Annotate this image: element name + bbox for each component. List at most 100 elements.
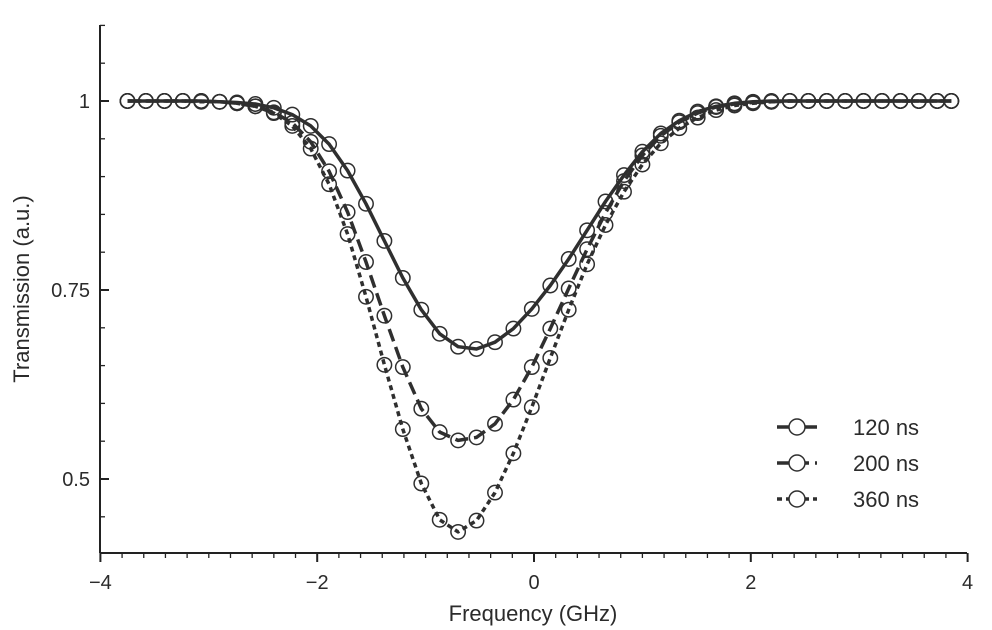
x-axis-label: Frequency (GHz)	[449, 601, 618, 626]
data-point-360-ns	[321, 176, 338, 193]
data-point-120-ns	[616, 167, 632, 184]
data-point-200-ns	[339, 204, 356, 221]
data-point-200-ns	[689, 105, 706, 122]
data-point-200-ns	[634, 147, 651, 164]
data-point-360-ns	[579, 256, 596, 273]
data-point-360-ns	[745, 95, 761, 112]
data-point-120-ns	[634, 143, 651, 160]
data-point-360-ns	[487, 484, 503, 501]
legend-label-200-ns: 200 ns	[853, 451, 919, 476]
data-point-360-ns	[726, 97, 743, 114]
data-point-360-ns	[302, 140, 319, 157]
data-point-120-ns	[358, 195, 374, 212]
data-point-360-ns	[394, 421, 411, 438]
legend-marker-200-ns	[788, 454, 806, 472]
data-point-360-ns	[247, 98, 264, 115]
data-point-360-ns	[763, 93, 780, 110]
data-point-360-ns	[119, 93, 136, 109]
data-point-360-ns	[597, 217, 614, 233]
y-tick-label: 1	[79, 91, 90, 113]
data-point-360-ns	[229, 95, 245, 112]
x-tick-label: 4	[962, 572, 973, 594]
data-point-360-ns	[652, 135, 669, 152]
data-point-360-ns	[874, 93, 890, 109]
data-point-360-ns	[671, 120, 688, 137]
data-point-360-ns	[892, 93, 909, 109]
data-point-200-ns	[394, 359, 411, 376]
data-point-200-ns	[487, 415, 503, 432]
data-point-120-ns	[487, 334, 503, 351]
data-point-360-ns	[413, 475, 430, 492]
data-point-120-ns	[394, 269, 411, 286]
data-point-200-ns	[413, 400, 430, 417]
series-line-360-ns	[127, 99, 952, 534]
data-point-120-ns	[302, 117, 319, 134]
data-point-360-ns	[137, 93, 154, 109]
x-tick-label: 2	[745, 572, 756, 594]
data-point-120-ns	[542, 277, 559, 294]
data-point-360-ns	[910, 93, 927, 109]
data-point-200-ns	[523, 359, 540, 376]
data-point-360-ns	[943, 93, 960, 109]
data-point-360-ns	[376, 356, 393, 373]
data-point-360-ns	[542, 350, 559, 366]
data-point-360-ns	[193, 93, 210, 110]
data-point-120-ns	[413, 301, 430, 318]
data-point-200-ns	[450, 432, 467, 449]
y-tick-label: 0.5	[62, 469, 90, 491]
data-point-120-ns	[321, 136, 338, 153]
data-point-360-ns	[505, 445, 522, 462]
x-tick-label: 0	[528, 572, 539, 594]
data-point-360-ns	[468, 512, 485, 529]
data-point-200-ns	[505, 391, 522, 408]
data-point-200-ns	[431, 424, 448, 441]
data-point-360-ns	[523, 399, 540, 416]
legend: 120 ns 200 ns 360 ns	[777, 415, 919, 512]
x-tick-label: −4	[89, 572, 112, 594]
data-point-200-ns	[652, 127, 669, 144]
data-point-200-ns	[542, 320, 559, 337]
data-point-360-ns	[339, 226, 356, 243]
data-point-360-ns	[265, 105, 282, 122]
data-point-120-ns	[339, 162, 356, 179]
legend-marker-360-ns	[788, 490, 806, 508]
data-point-120-ns	[468, 341, 485, 357]
data-point-120-ns	[523, 300, 540, 317]
y-axis-label: Transmission (a.u.)	[9, 195, 34, 382]
series-line-120-ns	[127, 99, 952, 351]
data-point-360-ns	[431, 511, 448, 528]
data-point-360-ns	[284, 117, 301, 134]
legend-label-360-ns: 360 ns	[853, 487, 919, 512]
data-point-120-ns	[376, 232, 393, 249]
data-point-120-ns	[431, 325, 448, 342]
data-point-360-ns	[781, 93, 798, 109]
data-point-120-ns	[284, 106, 301, 123]
y-tick-label: 0.75	[51, 280, 90, 302]
data-point-360-ns	[358, 288, 374, 305]
data-point-200-ns	[376, 307, 393, 324]
data-point-360-ns	[855, 93, 872, 109]
data-point-360-ns	[689, 109, 706, 126]
data-point-360-ns	[560, 301, 577, 318]
data-point-120-ns	[560, 251, 577, 267]
data-point-360-ns	[634, 156, 651, 173]
data-point-360-ns	[818, 93, 835, 109]
x-tick-label: −2	[306, 572, 329, 594]
data-point-360-ns	[450, 523, 467, 540]
data-point-120-ns	[450, 338, 467, 355]
data-point-360-ns	[211, 93, 228, 110]
axes: −4 −2 0 2 4 0.5 0.75 1	[51, 24, 973, 594]
legend-marker-120-ns	[788, 418, 806, 436]
legend-label-120-ns: 120 ns	[853, 415, 919, 440]
data-point-120-ns	[505, 320, 522, 337]
data-point-200-ns	[321, 163, 338, 180]
data-point-360-ns	[708, 102, 725, 119]
data-point-360-ns	[800, 93, 817, 109]
data-point-120-ns	[579, 222, 596, 239]
plot-area	[119, 93, 960, 540]
data-point-200-ns	[468, 429, 485, 446]
data-point-200-ns	[358, 254, 374, 270]
data-point-360-ns	[156, 93, 173, 109]
data-point-360-ns	[174, 93, 191, 109]
